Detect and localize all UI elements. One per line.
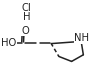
Text: H: H xyxy=(23,12,30,22)
Text: NH: NH xyxy=(74,33,89,43)
Text: HO: HO xyxy=(1,38,16,48)
Text: Cl: Cl xyxy=(22,3,31,13)
Text: O: O xyxy=(21,26,29,36)
